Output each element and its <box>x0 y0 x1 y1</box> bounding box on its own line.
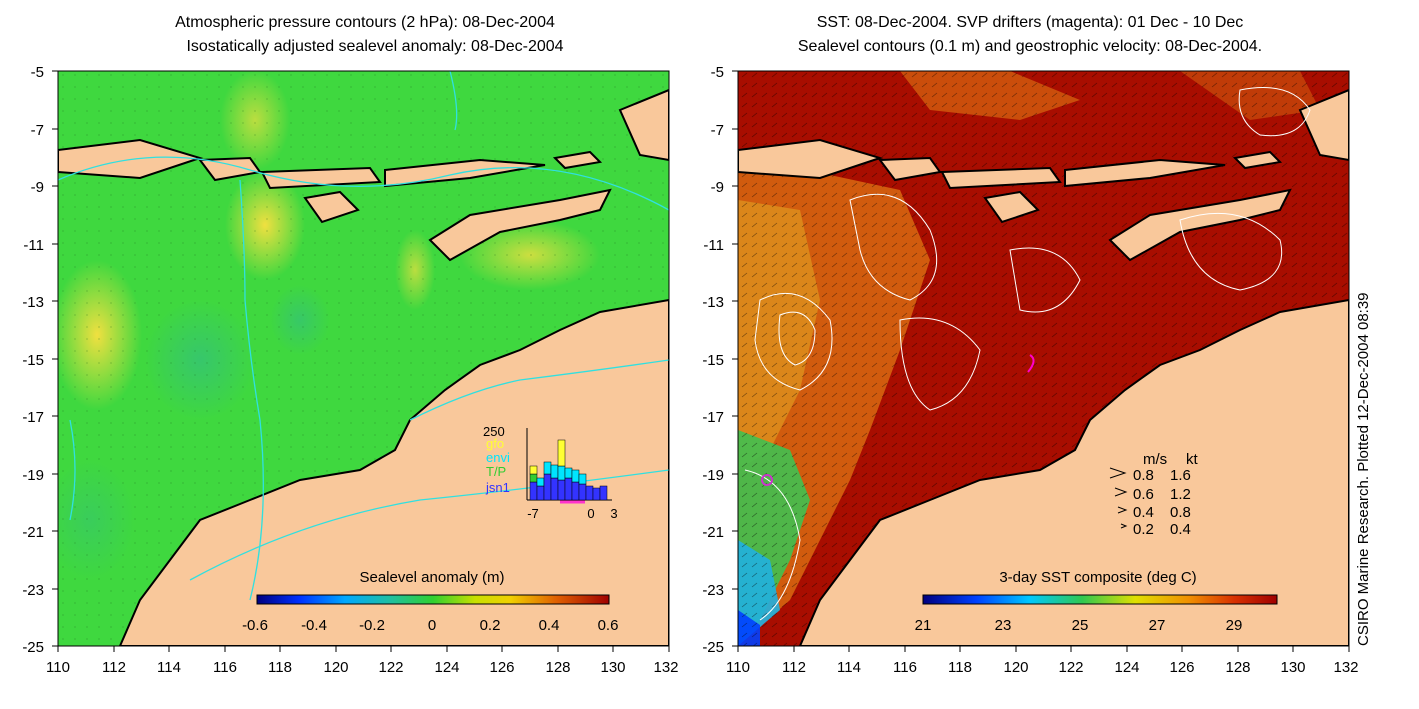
rlat-tick-2: -9 <box>711 179 724 196</box>
hist-legend-envi: envi <box>486 450 510 465</box>
lat-tick-4: -13 <box>22 294 44 311</box>
rlon-tick-0: 110 <box>726 659 750 676</box>
left-colorbar-ticks: -0.6 -0.4 -0.2 0 0.2 0.4 0.6 <box>242 617 618 634</box>
right-title-line1: SST: 08-Dec-2004. SVP drifters (magenta)… <box>816 14 1244 31</box>
right-colorbar <box>922 594 1278 605</box>
vkey-row1-ms: 0.6 <box>1133 486 1154 503</box>
vkey-row2-ms: 0.4 <box>1133 504 1154 521</box>
lat-tick-9: -23 <box>22 582 44 599</box>
lat-tick-2: -9 <box>31 179 44 196</box>
right-title-line2: Sealevel contours (0.1 m) and geostrophi… <box>797 38 1263 55</box>
vkey-row1-kt: 1.2 <box>1170 486 1191 503</box>
lon-tick-7: 124 <box>434 659 459 676</box>
left-colorbar <box>256 594 610 605</box>
right-cb-tick-4: 29 <box>1226 617 1243 634</box>
rlon-tick-8: 126 <box>1169 659 1194 676</box>
lon-tick-11: 132 <box>653 659 678 676</box>
lat-tick-3: -11 <box>23 237 44 254</box>
velocity-key: m/s kt 0.8 1.6 0.6 1.2 0.4 0.8 0.2 0.4 <box>1109 451 1199 538</box>
rlat-tick-5: -15 <box>702 352 724 369</box>
vkey-row3-kt: 0.4 <box>1170 521 1191 538</box>
left-cb-tick-6: 0.6 <box>598 617 619 634</box>
lon-axes: 110 112 114 116 118 120 122 124 126 128 … <box>46 646 1359 676</box>
rlon-tick-9: 128 <box>1225 659 1250 676</box>
lat-tick-1: -7 <box>31 122 44 139</box>
rlon-tick-2: 114 <box>837 659 861 676</box>
vkey-row0-kt: 1.6 <box>1170 467 1191 484</box>
vkey-header-ms: m/s <box>1143 451 1167 468</box>
credit-label: CSIRO Marine Research. Plotted 12-Dec-20… <box>1355 292 1372 646</box>
lat-tick-7: -19 <box>22 467 44 484</box>
left-colorbar-label: Sealevel anomaly (m) <box>359 569 504 586</box>
rlat-tick-4: -13 <box>702 294 724 311</box>
right-lat-ticks: -5 -7 -9 -11 -13 -15 -17 -19 -21 -23 -25 <box>702 64 724 656</box>
rlat-tick-6: -17 <box>702 409 724 426</box>
rlat-tick-3: -11 <box>703 237 724 254</box>
rlon-tick-4: 118 <box>948 659 972 676</box>
hist-legend-jsn1: jsn1 <box>485 480 510 495</box>
rlon-tick-6: 122 <box>1058 659 1083 676</box>
rlon-tick-3: 116 <box>893 659 917 676</box>
right-cb-tick-2: 25 <box>1072 617 1089 634</box>
lon-tick-10: 130 <box>600 659 625 676</box>
lat-tick-8: -21 <box>22 524 44 541</box>
lat-tick-5: -15 <box>22 352 44 369</box>
rlon-tick-11: 132 <box>1333 659 1358 676</box>
left-map-panel <box>58 71 669 646</box>
lon-tick-5: 120 <box>323 659 348 676</box>
right-map-panel <box>738 71 1349 646</box>
left-cb-tick-3: 0 <box>428 617 436 634</box>
right-cb-tick-0: 21 <box>915 617 932 634</box>
left-cb-tick-2: -0.2 <box>359 617 385 634</box>
rlon-tick-10: 130 <box>1280 659 1305 676</box>
altimeter-histogram: 250 gfo envi T/P jsn1 -7 0 3 <box>483 424 618 521</box>
lon-tick-6: 122 <box>378 659 403 676</box>
rlat-tick-0: -5 <box>711 64 724 81</box>
right-cb-tick-1: 23 <box>995 617 1012 634</box>
lon-tick-1: 112 <box>102 659 126 676</box>
left-cb-tick-5: 0.4 <box>539 617 560 634</box>
left-cb-tick-4: 0.2 <box>480 617 501 634</box>
right-cb-tick-3: 27 <box>1149 617 1166 634</box>
lon-tick-2: 114 <box>157 659 181 676</box>
left-title-line2: Isostatically adjusted sealevel anomaly:… <box>186 38 564 55</box>
right-colorbar-label: 3-day SST composite (deg C) <box>999 569 1196 586</box>
vkey-header-kt: kt <box>1186 451 1199 468</box>
vkey-row0-ms: 0.8 <box>1133 467 1154 484</box>
hist-ymax-label: 250 <box>483 424 505 439</box>
left-cb-tick-1: -0.4 <box>301 617 327 634</box>
hist-legend-gfo: gfo <box>486 436 504 451</box>
lon-tick-9: 128 <box>545 659 570 676</box>
vkey-row3-ms: 0.2 <box>1133 521 1154 538</box>
lon-tick-3: 116 <box>213 659 237 676</box>
hist-xtick-1: 0 <box>587 506 594 521</box>
left-cb-tick-0: -0.6 <box>242 617 268 634</box>
rlon-tick-5: 120 <box>1003 659 1028 676</box>
lon-tick-8: 126 <box>489 659 514 676</box>
lat-tick-0: -5 <box>31 64 44 81</box>
lon-tick-0: 110 <box>46 659 70 676</box>
lon-tick-4: 118 <box>268 659 292 676</box>
rlon-tick-7: 124 <box>1114 659 1139 676</box>
hist-xtick-2: 3 <box>610 506 617 521</box>
hist-legend-tp: T/P <box>486 464 506 479</box>
right-lon-ticks: 110 112 114 116 118 120 122 124 126 128 … <box>726 659 1358 676</box>
lat-tick-6: -17 <box>22 409 44 426</box>
lat-tick-10: -25 <box>22 639 44 656</box>
rlat-tick-1: -7 <box>711 122 724 139</box>
left-lat-ticks: -5 -7 -9 -11 -13 -15 -17 -19 -21 -23 -25 <box>22 64 44 656</box>
right-colorbar-ticks: 21 23 25 27 29 <box>915 617 1243 634</box>
hist-xtick-0: -7 <box>527 506 539 521</box>
rlat-tick-7: -19 <box>702 467 724 484</box>
rlat-tick-8: -21 <box>702 524 724 541</box>
lat-axes: -5 -7 -9 -11 -13 -15 -17 -19 -21 -23 -25… <box>22 64 738 656</box>
rlat-tick-9: -23 <box>702 582 724 599</box>
vkey-row2-kt: 0.8 <box>1170 504 1191 521</box>
rlat-tick-10: -25 <box>702 639 724 656</box>
left-title-line1: Atmospheric pressure contours (2 hPa): 0… <box>175 14 555 31</box>
rlon-tick-1: 112 <box>782 659 806 676</box>
left-lon-ticks: 110 112 114 116 118 120 122 124 126 128 … <box>46 659 678 676</box>
